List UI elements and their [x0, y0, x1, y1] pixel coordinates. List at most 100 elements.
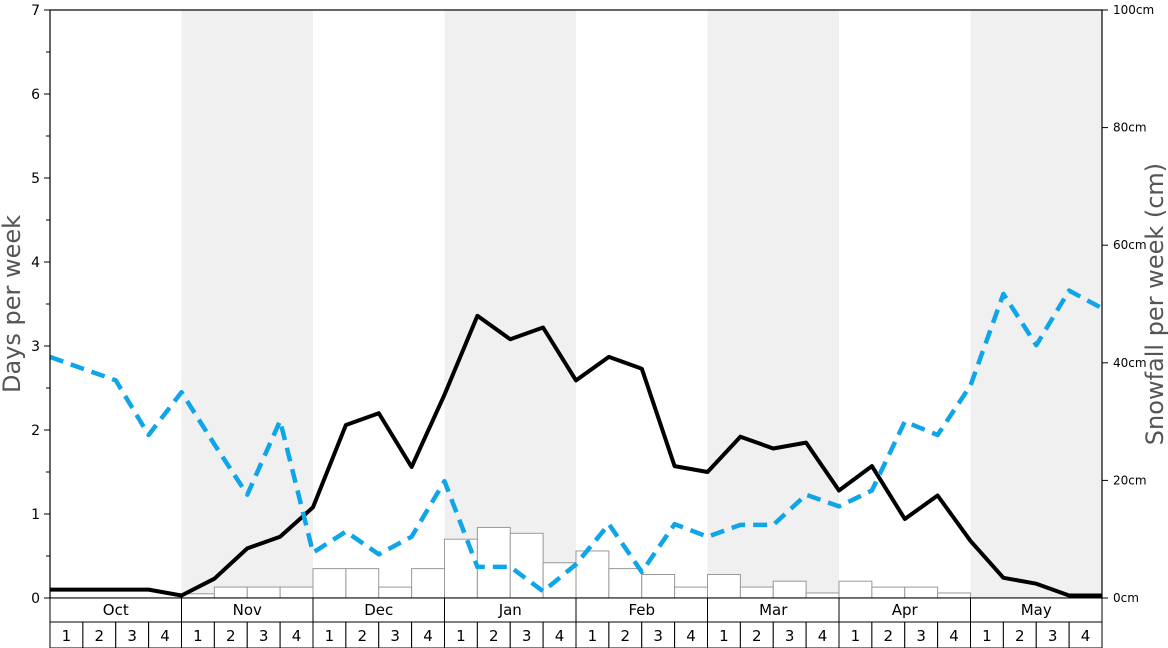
- week-label: 2: [621, 627, 631, 645]
- month-label-feb: Feb: [628, 601, 655, 619]
- week-label: 3: [127, 627, 137, 645]
- right-tick-label: 80cm: [1113, 121, 1147, 135]
- week-label: 4: [949, 627, 959, 645]
- month-shade-may: [970, 10, 1102, 598]
- week-cell: [411, 621, 445, 648]
- week-label: 3: [785, 627, 795, 645]
- snowfall-bar: [378, 586, 413, 599]
- month-label-apr: Apr: [892, 601, 919, 619]
- right-axis-label: Snowfall per week (cm): [1141, 163, 1168, 445]
- month-shade-jan: [444, 10, 576, 598]
- week-label: 1: [456, 627, 466, 645]
- week-label: 4: [686, 627, 696, 645]
- week-cell: [181, 621, 215, 648]
- month-cell: [838, 597, 971, 623]
- month-label-nov: Nov: [233, 601, 262, 619]
- month-label-mar: Mar: [759, 601, 788, 619]
- week-label: 1: [982, 627, 992, 645]
- week-label: 3: [653, 627, 663, 645]
- week-cell: [805, 621, 840, 648]
- month-label-dec: Dec: [364, 601, 393, 619]
- week-cell: [82, 621, 117, 648]
- snowfall-bar: [838, 580, 873, 599]
- week-label: 3: [390, 627, 400, 645]
- right-tick-label: 20cm: [1113, 473, 1147, 487]
- snowfall-bar: [805, 592, 840, 599]
- month-cell: [444, 597, 577, 623]
- week-label: 4: [423, 627, 433, 645]
- week-label: 1: [719, 627, 729, 645]
- left-tick-label: 0: [31, 591, 40, 607]
- week-label: 4: [292, 627, 302, 645]
- snowfall-bar: [575, 550, 610, 599]
- week-cell: [739, 621, 774, 648]
- snowfall-bar: [871, 586, 906, 599]
- left-tick-label: 2: [31, 423, 40, 439]
- week-label: 4: [160, 627, 170, 645]
- week-label: 3: [1048, 627, 1058, 645]
- month-cell: [970, 597, 1103, 623]
- bars-group: [181, 526, 971, 599]
- week-label: 2: [95, 627, 105, 645]
- month-cell: [312, 597, 445, 623]
- week-cell: [1068, 621, 1103, 648]
- week-label: 3: [916, 627, 926, 645]
- week-label: 2: [752, 627, 762, 645]
- left-axis-label: Days per week: [0, 215, 26, 393]
- left-tick-label: 7: [31, 3, 40, 19]
- week-cell: [115, 621, 150, 648]
- left-tick-label: 1: [31, 507, 40, 523]
- black-solid-line: [50, 313, 1102, 598]
- axis-ticks: 0 1 2 3 4 5 6 7 0cm 20cm 40cm 60cm 80cm 100cm: [31, 3, 1154, 607]
- week-label: 4: [555, 627, 565, 645]
- week-label: 2: [884, 627, 894, 645]
- week-cell: [1035, 621, 1070, 648]
- week-label: 1: [325, 627, 335, 645]
- snowfall-bar: [707, 573, 741, 599]
- right-tick-label: 0cm: [1113, 591, 1139, 605]
- week-cell: [378, 621, 413, 648]
- left-tick-label: 5: [31, 171, 40, 187]
- week-cell: [509, 621, 544, 648]
- week-cell: [476, 621, 511, 648]
- week-cell: [871, 621, 906, 648]
- month-shade-nov: [181, 10, 313, 598]
- month-label-oct: Oct: [103, 601, 129, 619]
- week-cell: [641, 621, 676, 648]
- snowfall-bar: [904, 586, 939, 599]
- week-cell: [674, 621, 708, 648]
- snowfall-bar: [674, 586, 708, 599]
- week-label: 4: [1081, 627, 1091, 645]
- snowfall-bar: [739, 586, 774, 599]
- x-axis-table: Oct 1 2 3 4 Nov 1 2 3 4 Dec 1 2 3 4 Jan 1 2 3 4 Feb 1 2 3 4 Mar 1 2…: [49, 597, 1103, 648]
- blue-dashed-line: [49, 288, 1104, 594]
- week-label: 4: [818, 627, 828, 645]
- snowfall-bar: [246, 586, 281, 599]
- week-label: 3: [259, 627, 269, 645]
- week-label: 2: [489, 627, 499, 645]
- right-tick-label: 100cm: [1113, 3, 1154, 17]
- snowfall-bar: [213, 586, 248, 599]
- month-label-may: May: [1021, 601, 1052, 619]
- snowfall-bar: [608, 568, 643, 599]
- left-tick-label: 4: [31, 255, 40, 271]
- week-label: 2: [358, 627, 368, 645]
- week-cell: [1002, 621, 1037, 648]
- snowfall-bar: [641, 573, 676, 599]
- left-tick-label: 6: [31, 87, 40, 103]
- week-cell: [542, 621, 577, 648]
- week-cell: [904, 621, 939, 648]
- week-cell: [444, 621, 478, 648]
- week-label: 1: [851, 627, 861, 645]
- week-label: 1: [193, 627, 203, 645]
- right-tick-label: 60cm: [1113, 238, 1147, 252]
- snowfall-bar: [476, 526, 511, 599]
- snowfall-bar: [411, 568, 445, 599]
- week-cell: [49, 621, 84, 648]
- week-label: 1: [62, 627, 72, 645]
- lines-group: [49, 288, 1104, 598]
- snowfall-bar: [345, 568, 380, 599]
- snowfall-bar: [279, 586, 314, 599]
- month-label-jan: Jan: [498, 601, 522, 619]
